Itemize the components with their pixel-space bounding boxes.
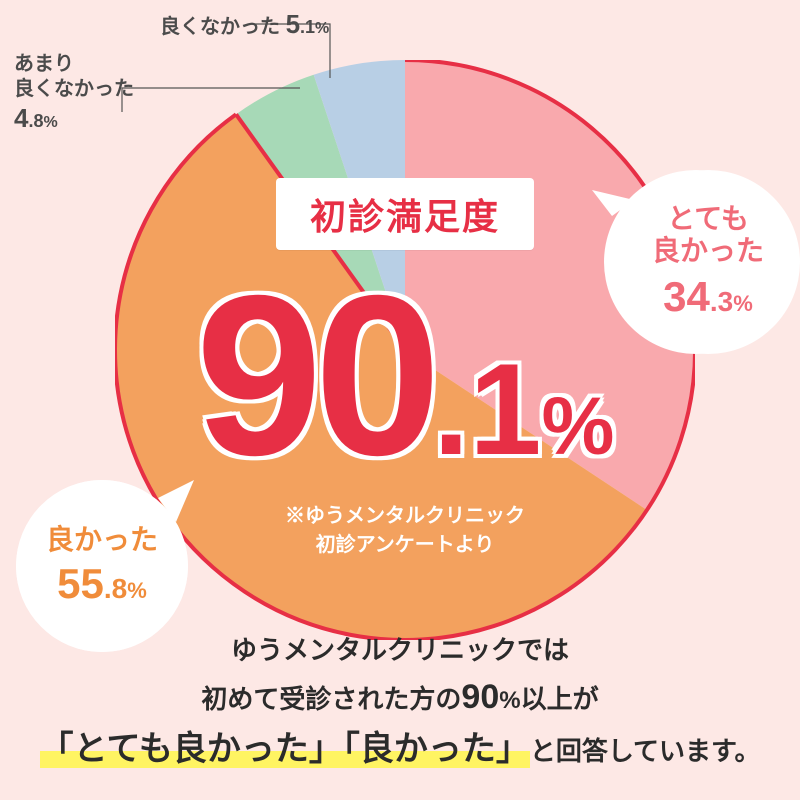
label-not-good: 良くなかった 5.1% — [160, 8, 329, 41]
caption-l2b: 以上が — [521, 684, 599, 714]
caption-l2a: 初めて受診された方の — [201, 684, 461, 714]
bubble-good-int: 55 — [57, 560, 104, 607]
leader-not-so-good — [122, 88, 300, 112]
caption-l3: 「とても良かった」「良かった」と回答しています。 — [0, 723, 800, 776]
bubble-good-l1: 良かった — [46, 524, 158, 556]
label-not-good-int: 5 — [286, 9, 300, 39]
caption-l3-em: 「とても良かった」「良かった」 — [40, 730, 530, 768]
bubble-very-good-dec: .3 — [710, 286, 733, 317]
bubble-very-good-l1: とても — [667, 203, 749, 235]
label-not-so-good-unit: % — [43, 114, 57, 131]
label-not-good-unit: % — [315, 20, 329, 37]
label-not-so-good: あまり 良くなかった 4.8% — [14, 52, 134, 135]
bubble-very-good-int: 34 — [663, 273, 710, 320]
label-not-good-text: 良くなかった — [160, 16, 280, 38]
caption-l3-rest: と回答しています。 — [530, 736, 761, 766]
label-not-so-good-int: 4 — [14, 103, 28, 133]
bubble-good: 良かった 55.8% — [16, 480, 188, 652]
bubble-very-good-l2: 良かった — [652, 235, 764, 267]
caption-l2: 初めて受診された方の90%以上が — [0, 671, 800, 724]
caption-l2-unit: % — [499, 687, 520, 714]
bubble-very-good: とても 良かった 34.3% — [616, 170, 800, 354]
caption-l2-big: 90 — [461, 678, 499, 716]
label-not-so-good-l1: あまり — [14, 53, 74, 75]
bubble-good-unit: % — [127, 578, 147, 603]
caption: ゆうメンタルクリニックでは 初めて受診された方の90%以上が 「とても良かった」… — [0, 630, 800, 776]
caption-l1: ゆうメンタルクリニックでは — [0, 630, 800, 670]
label-not-so-good-dec: .8 — [28, 111, 43, 131]
bubble-good-dec: .8 — [104, 573, 127, 604]
label-not-good-dec: .1 — [300, 17, 315, 37]
bubble-very-good-unit: % — [733, 291, 753, 316]
label-not-so-good-l2: 良くなかった — [14, 78, 134, 100]
